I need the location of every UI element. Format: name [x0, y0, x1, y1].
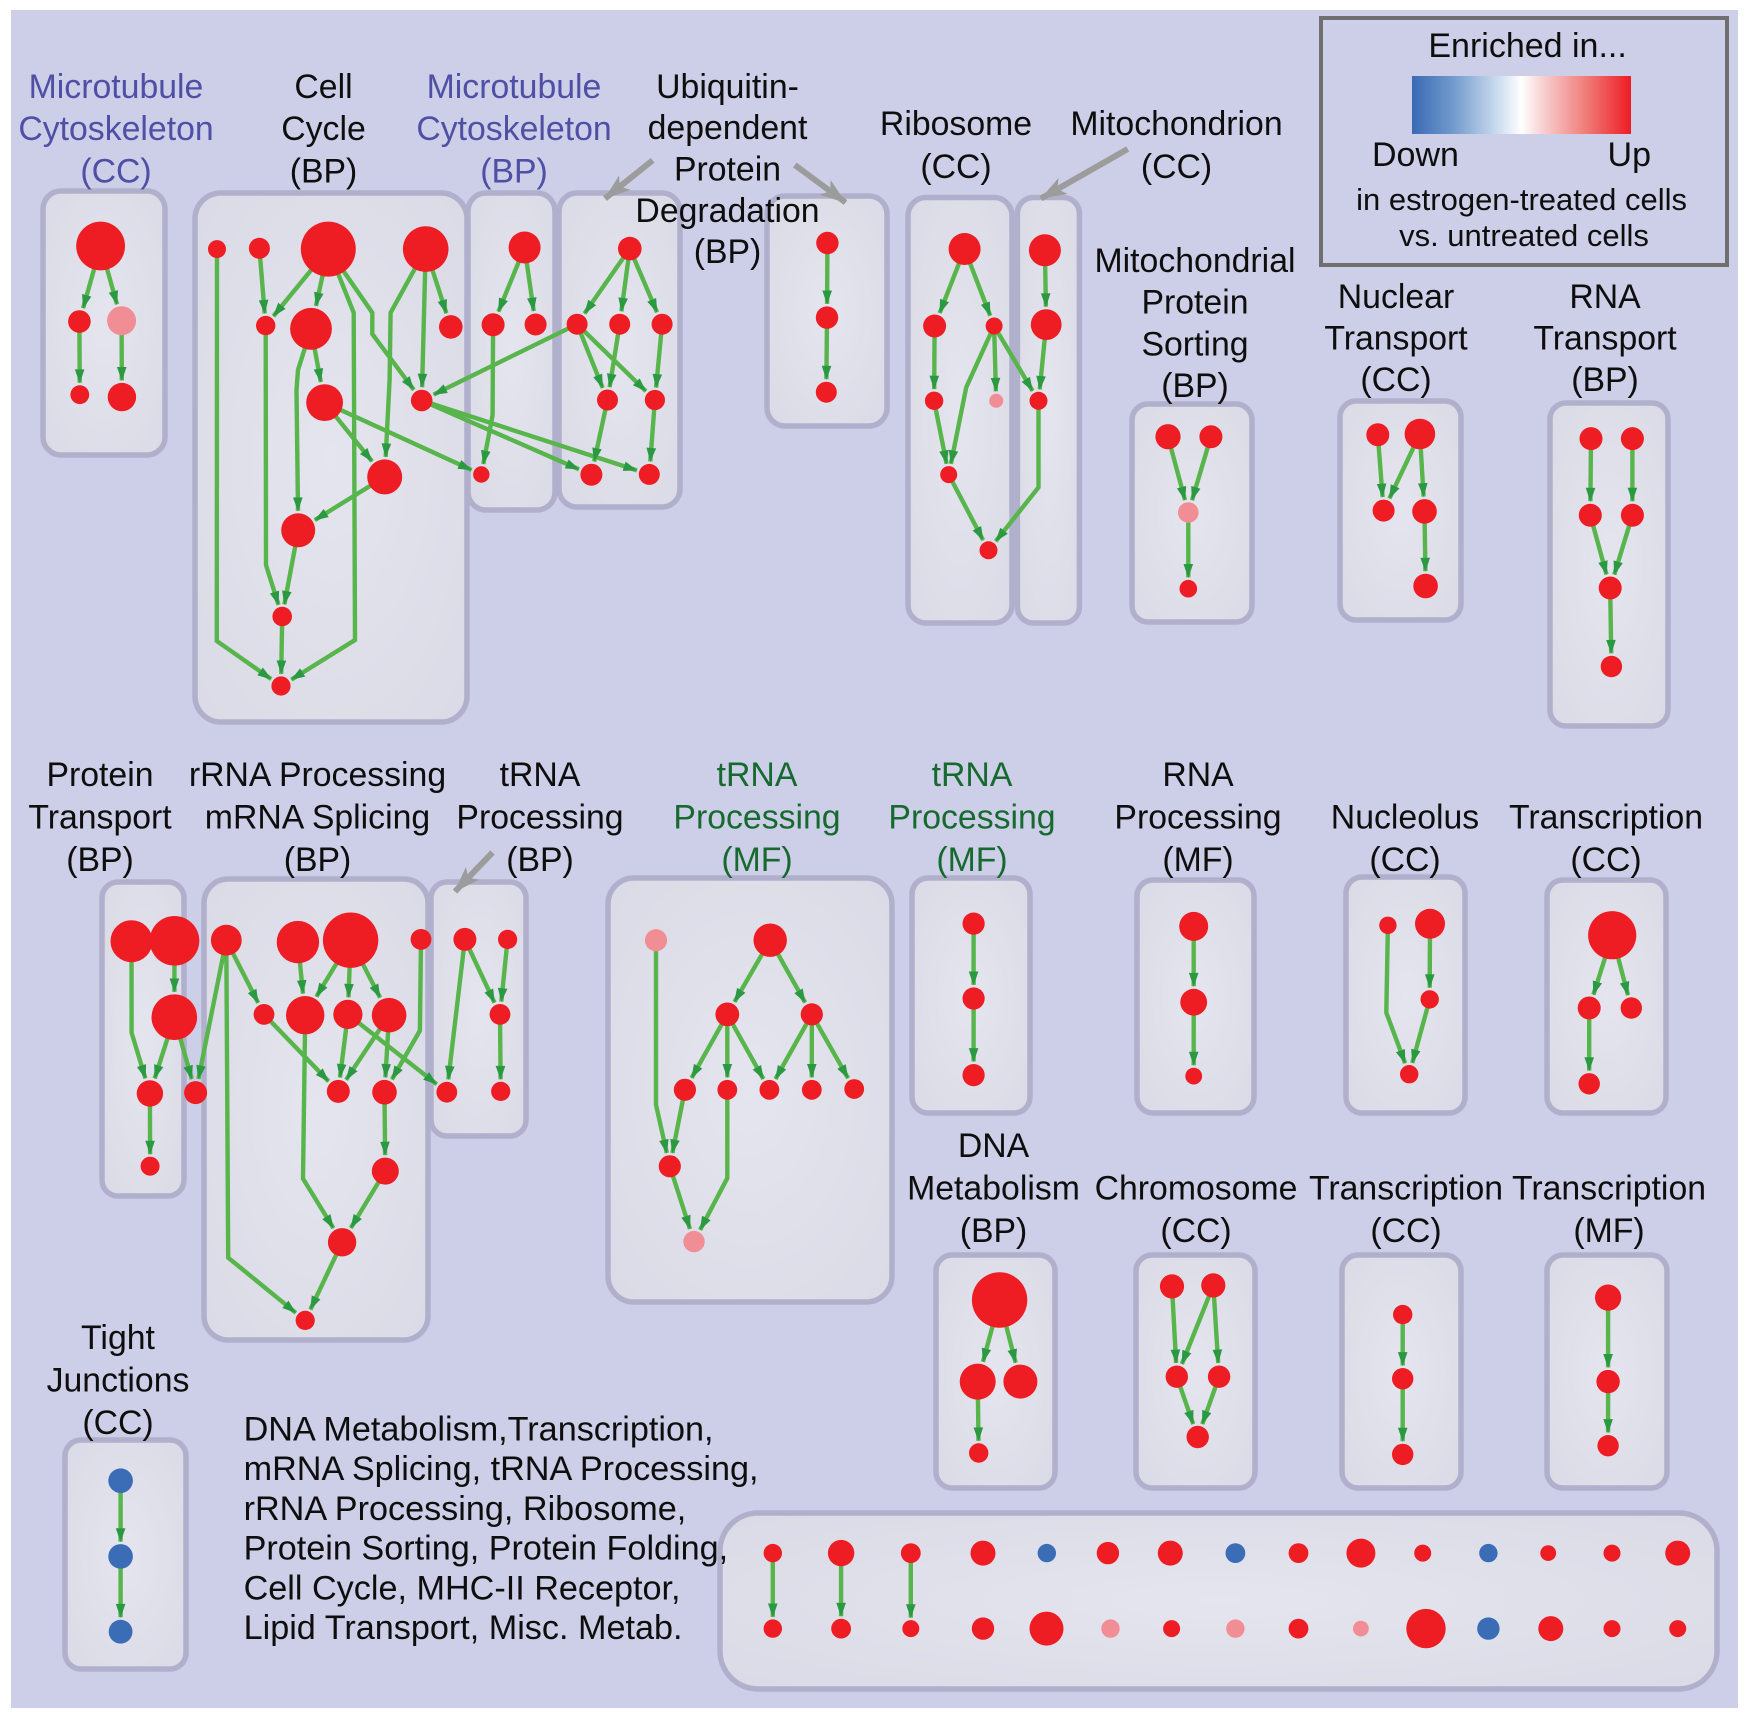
svg-text:Microtubule: Microtubule	[29, 68, 204, 106]
svg-text:Transcription: Transcription	[1512, 1169, 1706, 1207]
svg-text:Tight: Tight	[81, 1319, 155, 1357]
svg-text:(BP): (BP)	[694, 233, 762, 271]
svg-text:(BP): (BP)	[960, 1212, 1028, 1250]
svg-text:Processing: Processing	[888, 799, 1055, 837]
svg-text:(CC): (CC)	[1370, 1212, 1441, 1250]
svg-text:Transport: Transport	[1324, 320, 1468, 358]
svg-text:Mitochondrial: Mitochondrial	[1095, 242, 1296, 280]
svg-text:in estrogen-treated cells: in estrogen-treated cells	[1356, 182, 1687, 217]
svg-text:dependent: dependent	[648, 109, 808, 147]
svg-text:Cytoskeleton: Cytoskeleton	[18, 110, 213, 148]
svg-text:Degradation: Degradation	[635, 192, 819, 230]
svg-text:Protein Sorting, Protein Foldi: Protein Sorting, Protein Folding,	[244, 1530, 729, 1568]
svg-text:(BP): (BP)	[290, 153, 358, 191]
svg-text:RNA: RNA	[1162, 756, 1234, 794]
svg-text:(BP): (BP)	[284, 841, 352, 879]
svg-text:Protein: Protein	[46, 756, 153, 794]
svg-text:Nuclear: Nuclear	[1338, 278, 1454, 316]
svg-text:rRNA Processing: rRNA Processing	[189, 756, 446, 794]
svg-text:Processing: Processing	[673, 799, 840, 837]
svg-text:(MF): (MF)	[1162, 841, 1233, 879]
svg-text:Ubiquitin-: Ubiquitin-	[656, 68, 799, 106]
svg-text:(CC): (CC)	[920, 148, 991, 186]
svg-text:Cell: Cell	[294, 68, 352, 106]
svg-text:tRNA: tRNA	[932, 756, 1013, 794]
svg-text:(MF): (MF)	[1573, 1212, 1644, 1250]
svg-text:Transport: Transport	[1533, 320, 1677, 358]
svg-text:(BP): (BP)	[1161, 367, 1229, 405]
svg-text:Cytoskeleton: Cytoskeleton	[416, 110, 611, 148]
svg-text:Chromosome: Chromosome	[1095, 1169, 1298, 1207]
svg-text:(CC): (CC)	[1141, 148, 1212, 186]
svg-text:mRNA Splicing, tRNA Processing: mRNA Splicing, tRNA Processing,	[244, 1450, 759, 1488]
svg-text:tRNA: tRNA	[717, 756, 798, 794]
svg-text:(CC): (CC)	[82, 1404, 153, 1442]
svg-text:Mitochondrion: Mitochondrion	[1070, 105, 1282, 143]
svg-text:(CC): (CC)	[80, 153, 151, 191]
svg-text:DNA Metabolism,Transcription,: DNA Metabolism,Transcription,	[244, 1410, 714, 1448]
svg-text:Processing: Processing	[456, 799, 623, 837]
svg-text:vs. untreated cells: vs. untreated cells	[1399, 218, 1649, 253]
svg-text:tRNA: tRNA	[500, 756, 581, 794]
svg-text:Microtubule: Microtubule	[427, 68, 602, 106]
svg-text:Up: Up	[1608, 136, 1651, 174]
svg-text:(BP): (BP)	[480, 153, 548, 191]
svg-text:Protein: Protein	[1141, 284, 1248, 322]
svg-text:(BP): (BP)	[506, 841, 574, 879]
svg-text:Ribosome: Ribosome	[880, 105, 1032, 143]
svg-text:Transcription: Transcription	[1509, 799, 1703, 837]
svg-text:(CC): (CC)	[1360, 361, 1431, 399]
svg-text:(MF): (MF)	[721, 841, 792, 879]
svg-text:Nucleolus: Nucleolus	[1331, 799, 1479, 837]
svg-text:Sorting: Sorting	[1141, 325, 1248, 363]
svg-text:Protein: Protein	[674, 151, 781, 189]
svg-text:(BP): (BP)	[66, 841, 134, 879]
svg-text:(MF): (MF)	[936, 841, 1007, 879]
svg-text:Junctions: Junctions	[47, 1362, 190, 1400]
svg-text:Transcription: Transcription	[1309, 1169, 1503, 1207]
svg-text:Lipid Transport, Misc. Metab.: Lipid Transport, Misc. Metab.	[244, 1609, 683, 1647]
svg-text:(CC): (CC)	[1570, 841, 1641, 879]
svg-text:Metabolism: Metabolism	[907, 1169, 1080, 1207]
svg-text:Processing: Processing	[1114, 799, 1281, 837]
svg-text:Enriched in...: Enriched in...	[1428, 27, 1626, 65]
svg-text:(CC): (CC)	[1160, 1212, 1231, 1250]
svg-text:Cell Cycle, MHC-II Receptor,: Cell Cycle, MHC-II Receptor,	[244, 1569, 681, 1607]
svg-text:Down: Down	[1372, 136, 1459, 174]
svg-text:mRNA Splicing: mRNA Splicing	[205, 799, 430, 837]
svg-text:RNA: RNA	[1569, 278, 1641, 316]
svg-text:(CC): (CC)	[1369, 841, 1440, 879]
svg-text:rRNA Processing, Ribosome,: rRNA Processing, Ribosome,	[244, 1490, 687, 1528]
svg-text:Transport: Transport	[28, 799, 172, 837]
svg-text:DNA: DNA	[958, 1127, 1030, 1165]
svg-text:(BP): (BP)	[1571, 361, 1639, 399]
svg-text:Cycle: Cycle	[281, 110, 366, 148]
